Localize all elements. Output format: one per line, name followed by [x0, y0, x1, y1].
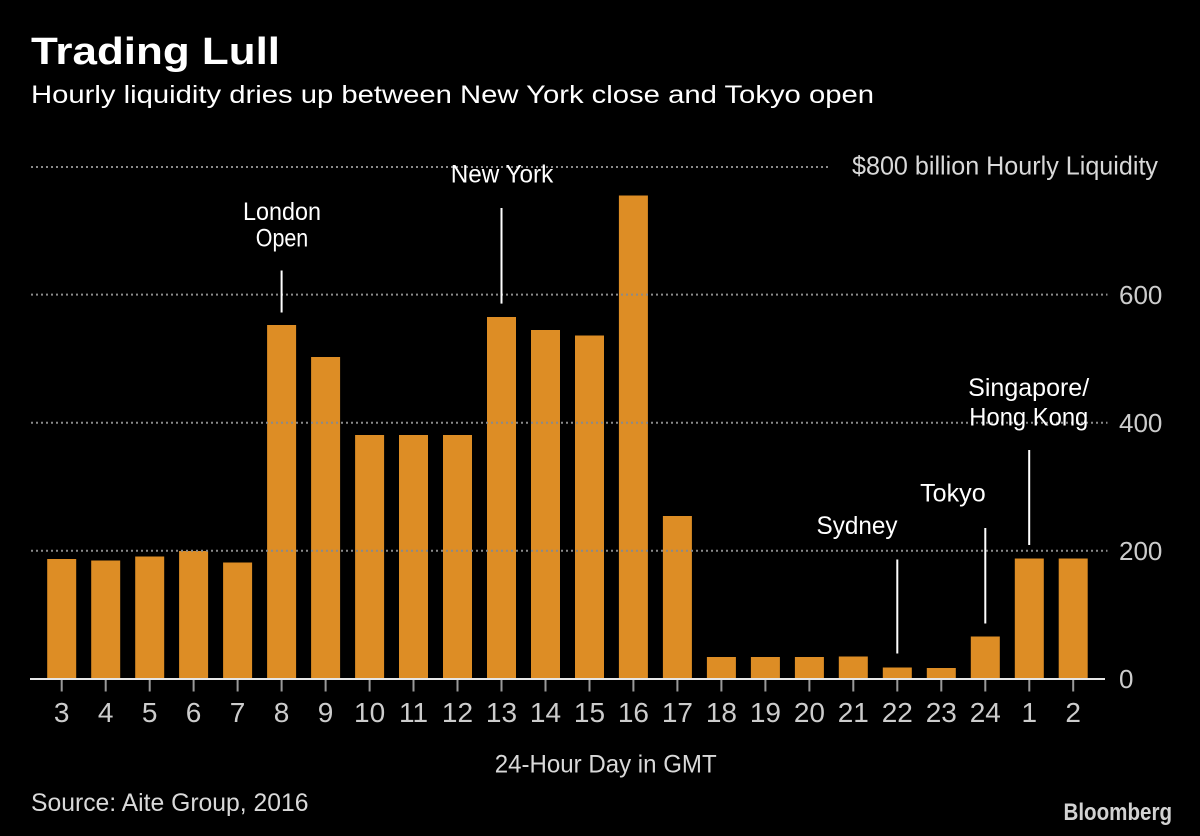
- svg-text:0: 0: [1119, 664, 1133, 694]
- svg-text:24-Hour Day in GMT: 24-Hour Day in GMT: [495, 751, 717, 779]
- svg-text:$800 billion Hourly Liquidity: $800 billion Hourly Liquidity: [852, 151, 1158, 181]
- svg-text:Source: Aite Group, 2016: Source: Aite Group, 2016: [31, 789, 309, 817]
- svg-text:London: London: [243, 198, 321, 226]
- svg-text:Singapore/: Singapore/: [968, 374, 1089, 402]
- svg-text:12: 12: [442, 697, 473, 728]
- svg-text:18: 18: [706, 697, 737, 728]
- svg-text:14: 14: [530, 697, 561, 728]
- svg-text:19: 19: [750, 697, 781, 728]
- svg-text:10: 10: [354, 697, 385, 728]
- svg-text:21: 21: [838, 697, 869, 728]
- svg-text:9: 9: [318, 697, 334, 728]
- svg-text:Trading Lull: Trading Lull: [31, 31, 280, 73]
- svg-text:17: 17: [662, 697, 693, 728]
- svg-text:23: 23: [926, 697, 957, 728]
- svg-text:400: 400: [1119, 408, 1162, 438]
- svg-text:20: 20: [794, 697, 825, 728]
- svg-text:Hong Kong: Hong Kong: [969, 404, 1088, 432]
- svg-text:4: 4: [98, 697, 114, 728]
- svg-text:5: 5: [142, 697, 158, 728]
- svg-text:8: 8: [274, 697, 290, 728]
- svg-text:6: 6: [186, 697, 202, 728]
- svg-text:15: 15: [574, 697, 605, 728]
- svg-text:16: 16: [618, 697, 649, 728]
- svg-text:11: 11: [399, 697, 428, 728]
- svg-text:Tokyo: Tokyo: [920, 480, 986, 508]
- svg-text:1: 1: [1022, 697, 1038, 728]
- svg-text:2: 2: [1065, 697, 1081, 728]
- svg-text:600: 600: [1119, 280, 1162, 310]
- svg-text:Sydney: Sydney: [817, 512, 898, 540]
- svg-text:22: 22: [882, 697, 913, 728]
- svg-text:New York: New York: [451, 161, 554, 189]
- svg-text:7: 7: [230, 697, 246, 728]
- svg-text:24: 24: [970, 697, 1001, 728]
- svg-text:3: 3: [54, 697, 70, 728]
- svg-text:Hourly liquidity dries up betw: Hourly liquidity dries up between New Yo…: [31, 81, 874, 109]
- svg-text:Bloomberg: Bloomberg: [1064, 799, 1173, 826]
- svg-text:Open: Open: [256, 225, 309, 253]
- svg-text:13: 13: [486, 697, 517, 728]
- svg-text:200: 200: [1119, 536, 1162, 566]
